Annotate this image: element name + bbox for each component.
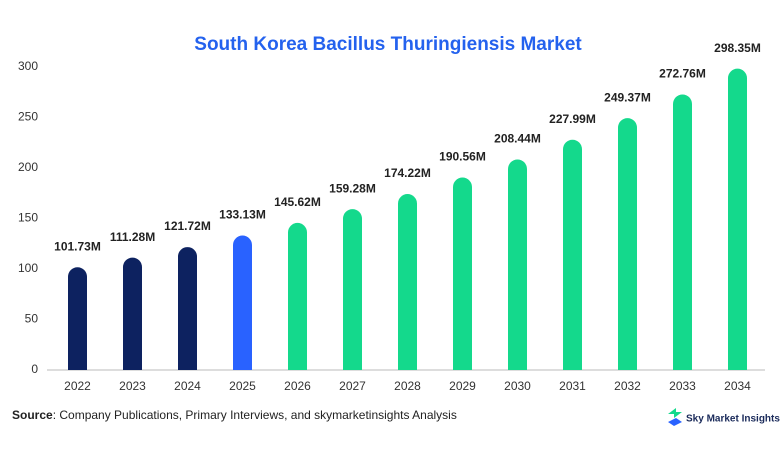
x-tick-label: 2028 [394, 379, 421, 393]
value-label: 145.62M [274, 195, 321, 209]
x-tick-label: 2026 [284, 379, 311, 393]
brand-name: Sky Market Insights [686, 414, 780, 425]
value-label: 190.56M [439, 150, 486, 164]
value-label: 121.72M [164, 219, 211, 233]
bar [288, 222, 307, 370]
value-label: 249.37M [604, 90, 651, 104]
bar [233, 235, 252, 370]
x-tick-label: 2024 [174, 379, 201, 393]
bar [343, 209, 362, 370]
value-label: 272.76M [659, 67, 706, 81]
bar [398, 194, 417, 370]
bar [673, 94, 692, 371]
value-label: 101.73M [54, 239, 101, 253]
value-label: 227.99M [549, 112, 596, 126]
x-tick-label: 2025 [229, 379, 256, 393]
x-tick-label: 2031 [559, 379, 586, 393]
source-label: Source [12, 408, 53, 422]
logo-icon [668, 418, 682, 426]
x-tick-label: 2027 [339, 379, 366, 393]
x-tick-label: 2030 [504, 379, 531, 393]
value-label: 174.22M [384, 166, 431, 180]
bar [68, 267, 87, 370]
value-label: 111.28M [110, 230, 155, 244]
bar [618, 118, 637, 371]
value-label: 208.44M [494, 132, 541, 146]
y-tick-label: 300 [18, 59, 38, 73]
bar [453, 177, 472, 370]
bar [123, 257, 142, 370]
source: Source: Company Publications, Primary In… [12, 408, 457, 422]
x-tick-label: 2033 [669, 379, 696, 393]
y-tick-label: 200 [18, 160, 38, 174]
bar [728, 68, 747, 370]
bar [563, 139, 582, 370]
chart-title: South Korea Bacillus Thuringiensis Marke… [194, 34, 582, 55]
x-tick-label: 2023 [119, 379, 146, 393]
value-label: 133.13M [219, 208, 266, 222]
bar [178, 247, 197, 370]
y-tick-label: 0 [31, 362, 38, 376]
logo-icon [668, 408, 682, 418]
x-tick-label: 2032 [614, 379, 641, 393]
y-tick-label: 100 [18, 261, 38, 275]
brand-logo: Sky Market Insights [668, 408, 780, 426]
value-label: 159.28M [329, 181, 376, 195]
value-label: 298.35M [714, 41, 761, 55]
y-tick-label: 250 [18, 110, 38, 124]
y-tick-label: 150 [18, 211, 38, 225]
bar [508, 159, 527, 370]
x-tick-label: 2029 [449, 379, 476, 393]
x-tick-label: 2022 [64, 379, 91, 393]
source-text: : Company Publications, Primary Intervie… [53, 408, 457, 422]
x-tick-label: 2034 [724, 379, 751, 393]
y-tick-label: 50 [25, 312, 39, 326]
